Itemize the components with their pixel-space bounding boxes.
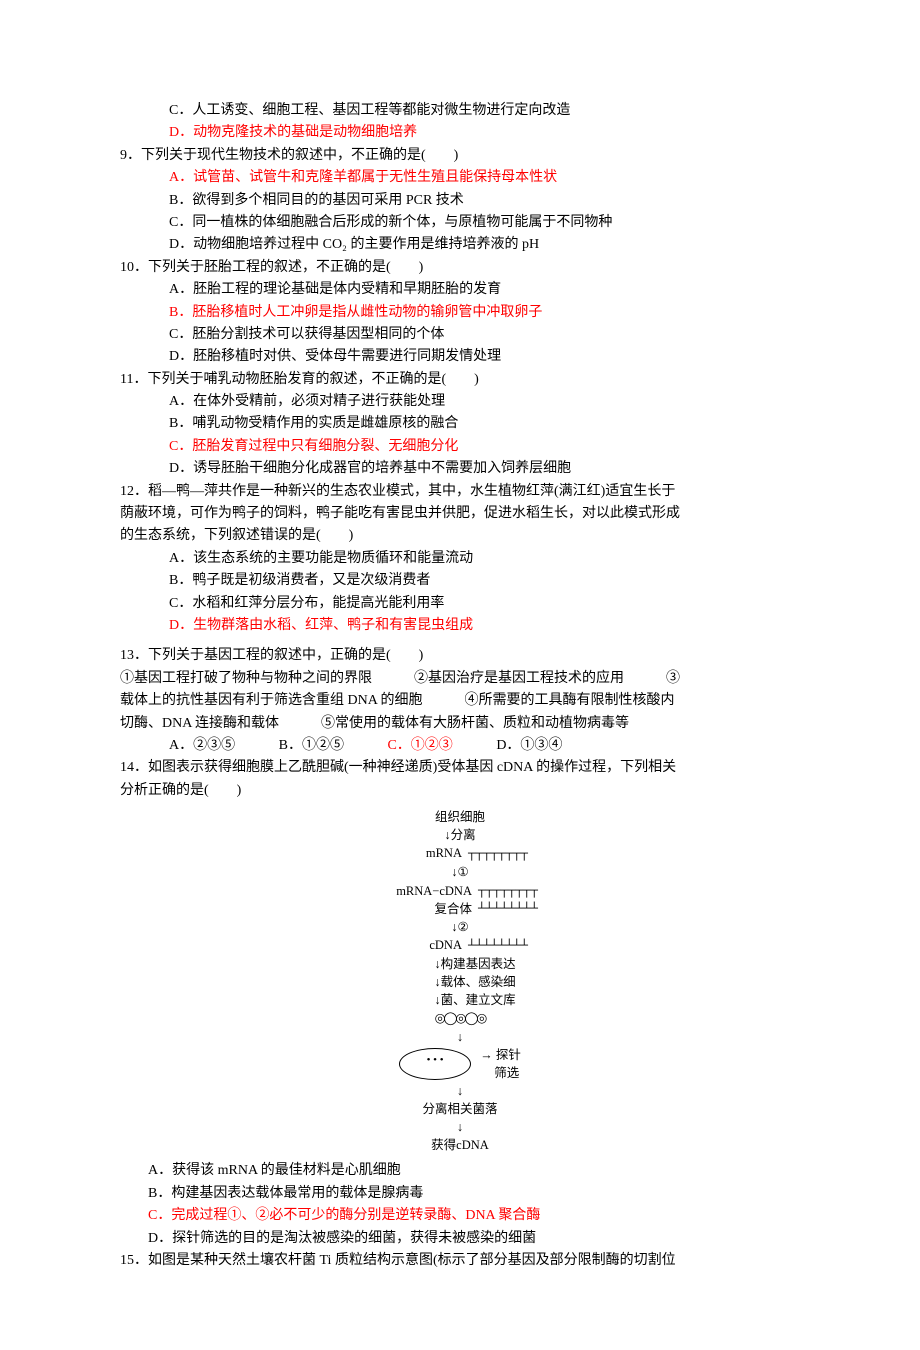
diagram-node-cdna: cDNA┴┴┴┴┴┴┴┴	[330, 936, 590, 955]
q9-opt-d: D．动物细胞培养过程中 CO₂ 的主要作用是维持培养液的 pH	[120, 234, 800, 256]
diagram-node-tissue: 组织细胞	[330, 808, 590, 826]
q13-body-line3: 切酶、DNA 连接酶和载体 ⑤常使用的载体有大肠杆菌、质粒和动植物病毒等	[120, 713, 800, 735]
q14-opt-d: D．探针筛选的目的是淘汰被感染的细菌，获得未被感染的细菌	[120, 1228, 800, 1250]
q10-stem: 10．下列关于胚胎工程的叙述，不正确的是( )	[120, 257, 800, 279]
q9-opt-c: C．同一植株的体细胞融合后形成的新个体，与原植物可能属于不同物种	[120, 212, 800, 234]
q14-stem-line2: 分析正确的是( )	[120, 780, 800, 802]
q13-opt-a: A．②③⑤	[169, 735, 235, 757]
petri-dish-icon	[399, 1048, 471, 1080]
diagram-arrow-build-2: ↓载体、感染细	[330, 973, 590, 991]
q10-opt-b: B．胚胎移植时人工冲卵是指从雌性动物的输卵管中冲取卵子	[120, 302, 800, 324]
q9-stem: 9．下列关于现代生物技术的叙述中，不正确的是( )	[120, 145, 800, 167]
q13-opt-d: D．①③④	[496, 735, 562, 757]
q15-stem: 15．如图是某种天然土壤农杆菌 Ti 质粒结构示意图(标示了部分基因及部分限制酶…	[120, 1250, 800, 1272]
q14-opt-c: C．完成过程①、②必不可少的酶分别是逆转录酶、DNA 聚合酶	[120, 1205, 800, 1227]
diagram-arrow-plate: ↓	[330, 1028, 590, 1046]
q13-stem: 13．下列关于基因工程的叙述中，正确的是( )	[120, 645, 800, 667]
q12-stem-line1: 12．稻—鸭—萍共作是一种新兴的生态农业模式，其中，水生植物红萍(满江红)适宜生…	[120, 481, 800, 503]
q12-opt-a: A．该生态系统的主要功能是物质循环和能量流动	[120, 548, 800, 570]
q14-opt-a: A．获得该 mRNA 的最佳材料是心肌细胞	[120, 1160, 800, 1182]
q8-opt-c: C．人工诱变、细胞工程、基因工程等都能对微生物进行定向改造	[120, 100, 800, 122]
q11-opt-c: C．胚胎发育过程中只有细胞分裂、无细胞分化	[120, 436, 800, 458]
q14-stem-line1: 14．如图表示获得细胞膜上乙酰胆碱(一种神经递质)受体基因 cDNA 的操作过程…	[120, 757, 800, 779]
q9-opt-a: A．试管苗、试管牛和克隆羊都属于无性生殖且能保持母本性状	[120, 167, 800, 189]
diagram-arrow-isolate: ↓	[330, 1082, 590, 1100]
diagram-node-mrna: mRNA┬┬┬┬┬┬┬┬	[330, 844, 590, 863]
q13-body-line2: 载体上的抗性基因有利于筛选含重组 DNA 的细胞 ④所需要的工具酶有限制性核酸内	[120, 690, 800, 712]
q11-opt-b: B．哺乳动物受精作用的实质是雌雄原核的融合	[120, 413, 800, 435]
diagram-arrow-final: ↓	[330, 1118, 590, 1136]
q12-opt-d: D．生物群落由水稻、红萍、鸭子和有害昆虫组成	[120, 615, 800, 637]
q12-opt-b: B．鸭子既是初级消费者，又是次级消费者	[120, 570, 800, 592]
q12-stem-line3: 的生态系统，下列叙述错误的是( )	[120, 525, 800, 547]
q11-opt-a: A．在体外受精前，必须对精子进行获能处理	[120, 391, 800, 413]
q14-diagram: 组织细胞 ↓分离 mRNA┬┬┬┬┬┬┬┬ ↓① mRNA−cDNA 复合体┬┬…	[330, 808, 590, 1154]
diagram-node-bacteria: ◎◯◎◯◎	[330, 1009, 590, 1027]
q9-opt-b: B．欲得到多个相同目的的基因可采用 PCR 技术	[120, 190, 800, 212]
diagram-arrow-separate: ↓分离	[330, 826, 590, 844]
q11-opt-d: D．诱导胚胎干细胞分化成器官的培养基中不需要加入饲养层细胞	[120, 458, 800, 480]
diagram-node-final: 获得cDNA	[330, 1136, 590, 1154]
diagram-arrow-build-3: ↓菌、建立文库	[330, 991, 590, 1009]
q14-opt-b: B．构建基因表达载体最常用的载体是腺病毒	[120, 1183, 800, 1205]
q13-opt-b: B．①②⑤	[279, 735, 344, 757]
q10-opt-a: A．胚胎工程的理论基础是体内受精和早期胚胎的发育	[120, 279, 800, 301]
diagram-node-isolate: 分离相关菌落	[330, 1100, 590, 1118]
q13-options-row: A．②③⑤ B．①②⑤ C．①②③ D．①③④	[120, 735, 800, 757]
q12-opt-c: C．水稻和红萍分层分布，能提高光能利用率	[120, 593, 800, 615]
diagram-arrow-build-1: ↓构建基因表达	[330, 955, 590, 973]
diagram-node-complex: mRNA−cDNA 复合体┬┬┬┬┬┬┬┬┴┴┴┴┴┴┴┴	[330, 882, 590, 918]
q13-body-line1: ①基因工程打破了物种与物种之间的界限 ②基因治疗是基因工程技术的应用 ③	[120, 668, 800, 690]
q10-opt-d: D．胚胎移植时对供、受体母牛需要进行同期发情处理	[120, 346, 800, 368]
q13-opt-c: C．①②③	[387, 735, 452, 757]
diagram-arrow-step1: ↓①	[330, 863, 590, 881]
q8-opt-d: D．动物克隆技术的基础是动物细胞培养	[120, 122, 800, 144]
q11-stem: 11．下列关于哺乳动物胚胎发育的叙述，不正确的是( )	[120, 369, 800, 391]
diagram-node-plate: → 探针 筛选	[330, 1046, 590, 1082]
q10-opt-c: C．胚胎分割技术可以获得基因型相同的个体	[120, 324, 800, 346]
q12-stem-line2: 荫蔽环境，可作为鸭子的饲料，鸭子能吃有害昆虫并供肥，促进水稻生长，对以此模式形成	[120, 503, 800, 525]
diagram-arrow-step2: ↓②	[330, 918, 590, 936]
